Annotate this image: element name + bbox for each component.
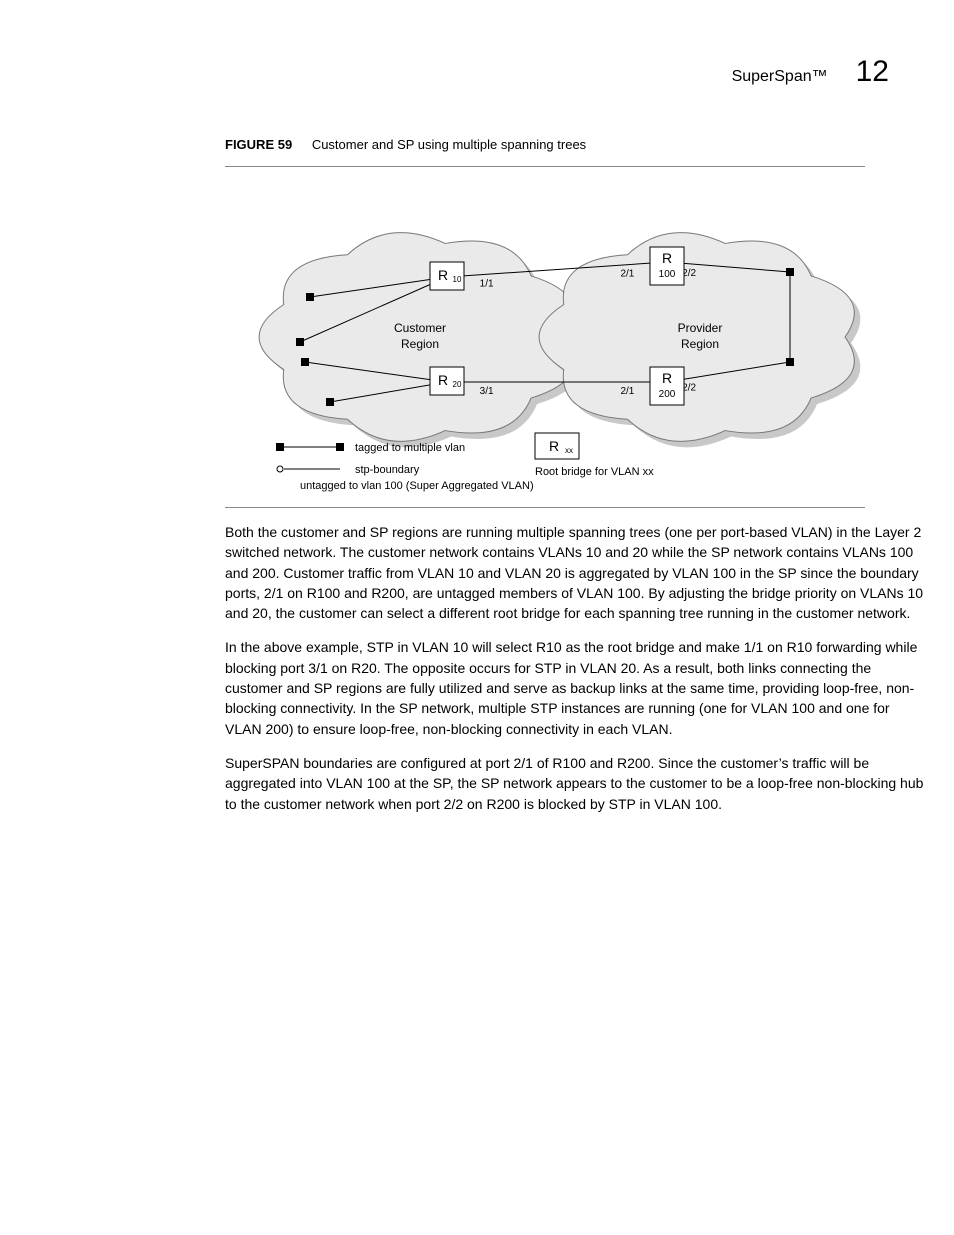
header-chapter-number: 12 xyxy=(856,55,889,89)
svg-text:20: 20 xyxy=(453,380,462,389)
svg-text:R: R xyxy=(662,370,672,386)
page-header: SuperSpan™ 12 xyxy=(65,55,889,89)
paragraph: In the above example, STP in VLAN 10 wil… xyxy=(225,637,925,738)
figure-caption: FIGURE 59 Customer and SP using multiple… xyxy=(225,137,889,152)
figure-title: Customer and SP using multiple spanning … xyxy=(312,137,586,152)
svg-text:Customer: Customer xyxy=(394,321,446,335)
svg-text:Region: Region xyxy=(681,337,719,351)
paragraph: Both the customer and SP regions are run… xyxy=(225,522,925,623)
svg-text:untagged to vlan 100 (Super Ag: untagged to vlan 100 (Super Aggregated V… xyxy=(300,480,534,492)
figure-frame: Customer Region Provider Region 1/1 2/1 3/1 2/1… xyxy=(225,166,865,508)
svg-text:R: R xyxy=(438,267,448,283)
figure-label: FIGURE 59 xyxy=(225,137,292,152)
svg-text:R: R xyxy=(438,372,448,388)
svg-text:Root bridge for VLAN xx: Root bridge for VLAN xx xyxy=(535,466,654,478)
network-diagram: Customer Region Provider Region 1/1 2/1 3/1 2/1… xyxy=(225,167,865,507)
svg-text:100: 100 xyxy=(659,269,676,280)
svg-text:3/1: 3/1 xyxy=(480,386,494,397)
body-text: Both the customer and SP regions are run… xyxy=(225,522,925,814)
svg-text:R: R xyxy=(549,438,559,454)
svg-text:xx: xx xyxy=(565,446,573,455)
page: SuperSpan™ 12 FIGURE 59 Customer and SP … xyxy=(0,0,954,888)
paragraph: SuperSPAN boundaries are configured at p… xyxy=(225,753,925,814)
svg-text:Region: Region xyxy=(401,337,439,351)
svg-text:stp-boundary: stp-boundary xyxy=(355,464,420,476)
header-section-title: SuperSpan™ xyxy=(732,68,828,86)
svg-text:1/1: 1/1 xyxy=(480,278,494,289)
svg-text:R: R xyxy=(662,250,672,266)
svg-text:Provider: Provider xyxy=(678,321,723,335)
svg-text:10: 10 xyxy=(453,275,462,284)
svg-text:2/1: 2/1 xyxy=(620,269,634,280)
svg-text:2/1: 2/1 xyxy=(620,386,634,397)
svg-text:200: 200 xyxy=(659,389,676,400)
svg-text:tagged to multiple vlan: tagged to multiple vlan xyxy=(355,442,465,454)
